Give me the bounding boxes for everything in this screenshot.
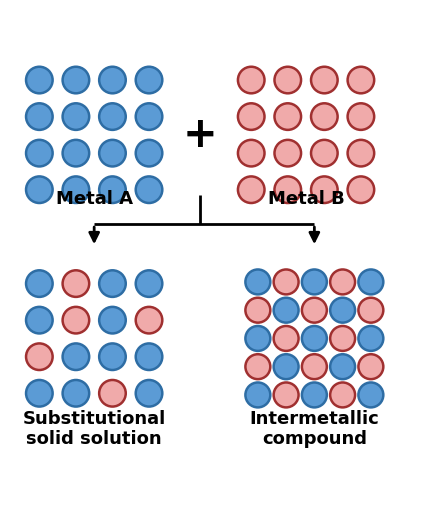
Circle shape bbox=[274, 103, 301, 130]
Circle shape bbox=[99, 103, 126, 130]
Circle shape bbox=[136, 67, 163, 93]
Circle shape bbox=[63, 176, 89, 203]
Circle shape bbox=[311, 103, 338, 130]
Circle shape bbox=[245, 298, 270, 323]
Circle shape bbox=[358, 383, 384, 407]
Circle shape bbox=[245, 383, 270, 407]
Circle shape bbox=[238, 140, 264, 167]
Circle shape bbox=[274, 326, 298, 351]
Circle shape bbox=[311, 67, 338, 93]
Circle shape bbox=[99, 140, 126, 167]
Circle shape bbox=[358, 326, 384, 351]
Circle shape bbox=[358, 269, 384, 294]
Circle shape bbox=[302, 354, 327, 379]
Circle shape bbox=[245, 269, 270, 294]
Circle shape bbox=[330, 326, 355, 351]
Circle shape bbox=[238, 103, 264, 130]
Circle shape bbox=[26, 176, 53, 203]
Circle shape bbox=[136, 103, 163, 130]
Circle shape bbox=[26, 380, 53, 406]
Text: Metal B: Metal B bbox=[268, 190, 344, 208]
Circle shape bbox=[348, 67, 374, 93]
Circle shape bbox=[348, 176, 374, 203]
Circle shape bbox=[274, 354, 298, 379]
Circle shape bbox=[245, 354, 270, 379]
Circle shape bbox=[358, 298, 384, 323]
Circle shape bbox=[274, 383, 298, 407]
Text: Metal A: Metal A bbox=[56, 190, 133, 208]
Circle shape bbox=[63, 103, 89, 130]
Circle shape bbox=[274, 298, 298, 323]
Circle shape bbox=[330, 383, 355, 407]
Circle shape bbox=[330, 298, 355, 323]
Circle shape bbox=[99, 380, 126, 406]
Circle shape bbox=[26, 270, 53, 297]
Circle shape bbox=[136, 140, 163, 167]
Circle shape bbox=[99, 67, 126, 93]
Circle shape bbox=[26, 67, 53, 93]
Circle shape bbox=[136, 307, 163, 333]
Circle shape bbox=[136, 176, 163, 203]
Text: solid solution: solid solution bbox=[27, 430, 162, 448]
Circle shape bbox=[99, 344, 126, 370]
Circle shape bbox=[238, 67, 264, 93]
Circle shape bbox=[330, 269, 355, 294]
Circle shape bbox=[26, 140, 53, 167]
Circle shape bbox=[302, 269, 327, 294]
Circle shape bbox=[238, 176, 264, 203]
Circle shape bbox=[348, 103, 374, 130]
Circle shape bbox=[245, 326, 270, 351]
Circle shape bbox=[348, 140, 374, 167]
Circle shape bbox=[302, 298, 327, 323]
Circle shape bbox=[274, 176, 301, 203]
Circle shape bbox=[63, 67, 89, 93]
Circle shape bbox=[136, 344, 163, 370]
Circle shape bbox=[274, 140, 301, 167]
Circle shape bbox=[63, 344, 89, 370]
Circle shape bbox=[274, 269, 298, 294]
Text: Substitutional: Substitutional bbox=[23, 411, 166, 429]
Text: +: + bbox=[183, 114, 218, 156]
Circle shape bbox=[63, 270, 89, 297]
Circle shape bbox=[26, 344, 53, 370]
Circle shape bbox=[330, 354, 355, 379]
Text: Intermetallic: Intermetallic bbox=[250, 411, 379, 429]
Circle shape bbox=[26, 103, 53, 130]
Circle shape bbox=[63, 140, 89, 167]
Text: compound: compound bbox=[262, 430, 367, 448]
Circle shape bbox=[302, 326, 327, 351]
Circle shape bbox=[26, 307, 53, 333]
Circle shape bbox=[99, 176, 126, 203]
Circle shape bbox=[136, 380, 163, 406]
Circle shape bbox=[274, 67, 301, 93]
Circle shape bbox=[311, 140, 338, 167]
Circle shape bbox=[302, 383, 327, 407]
Circle shape bbox=[358, 354, 384, 379]
Circle shape bbox=[63, 380, 89, 406]
Circle shape bbox=[311, 176, 338, 203]
Circle shape bbox=[99, 270, 126, 297]
Circle shape bbox=[63, 307, 89, 333]
Circle shape bbox=[99, 307, 126, 333]
Circle shape bbox=[136, 270, 163, 297]
